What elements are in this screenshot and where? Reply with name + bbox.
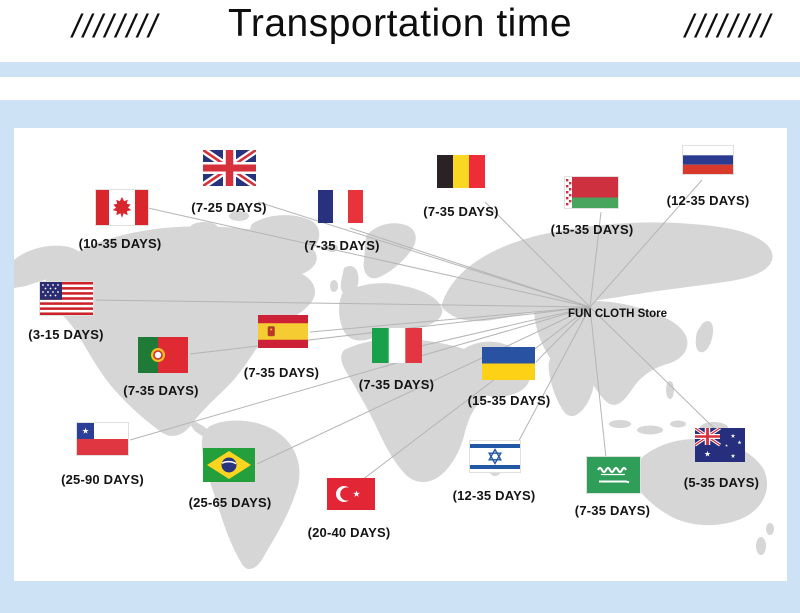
shipping-days-label: (10-35 DAYS) [78, 236, 162, 251]
flag-belgium-icon [437, 155, 485, 188]
flag-belarus-icon [565, 177, 618, 208]
shipping-days-label: (3-15 DAYS) [28, 327, 104, 342]
continents [14, 211, 774, 570]
flag-italy-icon [372, 328, 422, 363]
route-lines [95, 179, 718, 481]
shipping-days-label: (15-35 DAYS) [467, 393, 551, 408]
shipping-days-label: (7-35 DAYS) [358, 377, 435, 392]
shipping-days-label: (12-35 DAYS) [666, 193, 750, 208]
shipping-days-label: (7-35 DAYS) [423, 204, 499, 219]
shipping-days-label: (5-35 DAYS) [683, 475, 760, 490]
shipping-days-label: (7-35 DAYS) [304, 238, 380, 253]
store-label: FUN CLOTH Store [568, 308, 668, 320]
page-title: Transportation time [227, 2, 573, 45]
shipping-days-label: (7-35 DAYS) [123, 383, 199, 398]
flag-saudi-arabia-icon [587, 457, 640, 493]
flag-ukraine-icon [482, 347, 535, 380]
shipping-days-label: (25-90 DAYS) [61, 472, 144, 487]
shipping-days-label: (25-65 DAYS) [188, 495, 272, 510]
shipping-days-label: (7-35 DAYS) [243, 365, 320, 380]
flag-australia-icon [695, 428, 745, 462]
flag-brazil-icon [203, 448, 255, 482]
top-blue-stripe [0, 62, 800, 77]
flag-israel-icon [470, 441, 520, 472]
flag-russia-icon [683, 146, 733, 174]
shipping-days-label: (15-35 DAYS) [550, 222, 634, 237]
flag-canada-icon [96, 190, 148, 225]
world-map [14, 179, 774, 570]
flag-spain-icon [258, 315, 308, 348]
decorative-slashes-right: //////// [684, 8, 772, 44]
flag-turkey-icon [327, 478, 375, 510]
flag-portugal-icon [138, 337, 188, 373]
shipping-days-label: (20-40 DAYS) [307, 525, 391, 540]
map-panel: FUN CLOTH Store (10-35 DAYS) (7-25 DAYS)… [14, 128, 787, 581]
shipping-days-label: (12-35 DAYS) [452, 488, 536, 503]
flag-usa-icon [40, 282, 93, 315]
flag-france-icon [318, 190, 363, 223]
flag-united-kingdom-icon [203, 150, 256, 186]
header: //////// Transportation time //////// [0, 0, 800, 62]
shipping-days-label: (7-25 DAYS) [191, 200, 267, 215]
flag-chile-icon [77, 423, 128, 455]
decorative-slashes-left: //////// [72, 8, 160, 44]
shipping-days-label: (7-35 DAYS) [574, 503, 651, 518]
